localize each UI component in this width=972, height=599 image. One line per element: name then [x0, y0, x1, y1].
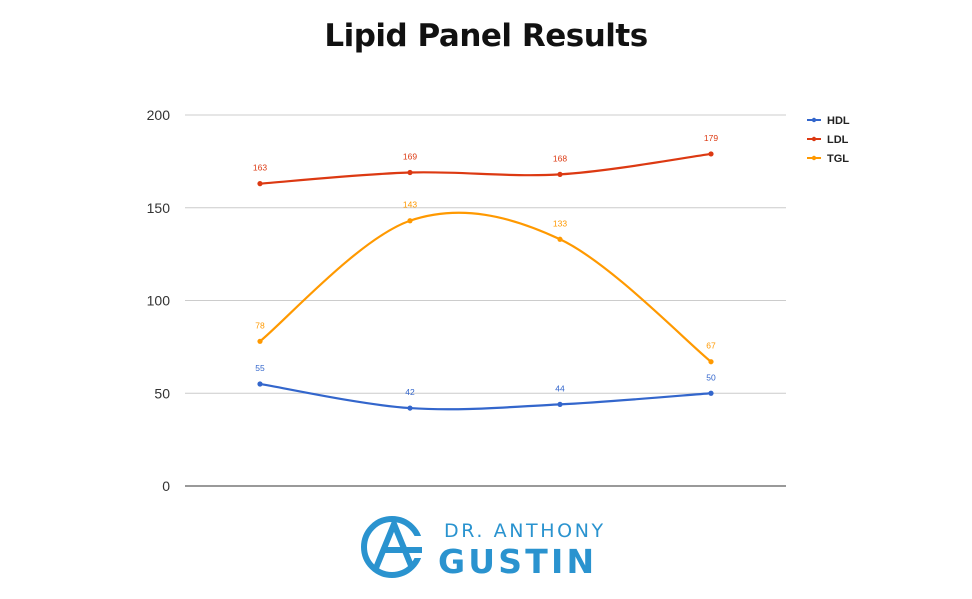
logo-name-line2: GUSTIN — [438, 542, 598, 581]
data-point-tgl — [557, 236, 563, 242]
data-label-tgl: 78 — [255, 320, 265, 330]
data-point-hdl — [557, 401, 563, 407]
y-tick-label: 150 — [147, 200, 171, 216]
data-label-ldl: 168 — [553, 153, 567, 163]
logo-name-line1: DR. ANTHONY — [444, 520, 606, 542]
data-label-tgl: 133 — [553, 218, 567, 228]
data-label-hdl: 55 — [255, 363, 265, 373]
data-point-tgl — [708, 359, 714, 365]
data-label-ldl: 179 — [704, 133, 718, 143]
data-point-hdl — [708, 390, 714, 396]
data-label-hdl: 44 — [555, 383, 565, 393]
legend-marker-ldl — [811, 136, 817, 142]
y-tick-label: 0 — [162, 478, 170, 494]
chart-title: Lipid Panel Results — [324, 18, 648, 54]
series-line-ldl — [259, 152, 712, 185]
legend-label-tgl: TGL — [827, 153, 849, 165]
series-line-tgl — [259, 211, 712, 363]
data-label-ldl: 163 — [253, 163, 267, 173]
brand-logo: DR. ANTHONY GUSTIN — [358, 510, 628, 582]
y-tick-label: 100 — [147, 293, 171, 309]
series-line-hdl — [259, 382, 712, 411]
data-point-tgl — [257, 338, 263, 344]
data-point-tgl — [407, 218, 413, 224]
data-point-ldl — [257, 181, 263, 187]
data-point-ldl — [557, 171, 563, 177]
y-tick-label: 200 — [147, 107, 171, 123]
data-point-hdl — [407, 405, 413, 411]
data-label-tgl: 67 — [706, 341, 716, 351]
data-label-ldl: 169 — [403, 152, 417, 162]
legend-marker-tgl — [811, 155, 817, 161]
data-point-hdl — [257, 381, 263, 387]
data-point-ldl — [708, 151, 714, 157]
y-tick-label: 50 — [154, 385, 170, 401]
legend-label-ldl: LDL — [827, 134, 849, 146]
data-label-hdl: 42 — [405, 387, 415, 397]
data-label-tgl: 143 — [403, 200, 417, 210]
data-point-ldl — [407, 169, 413, 176]
data-label-hdl: 50 — [706, 372, 716, 382]
lipid-line-chart: 0 50 100 150 200 55 42 44 50 163 169 168 179 78 143 133… — [147, 107, 850, 494]
logo-mark-icon — [361, 516, 428, 578]
legend-marker-hdl — [811, 117, 817, 123]
legend-label-hdl: HDL — [827, 115, 850, 127]
